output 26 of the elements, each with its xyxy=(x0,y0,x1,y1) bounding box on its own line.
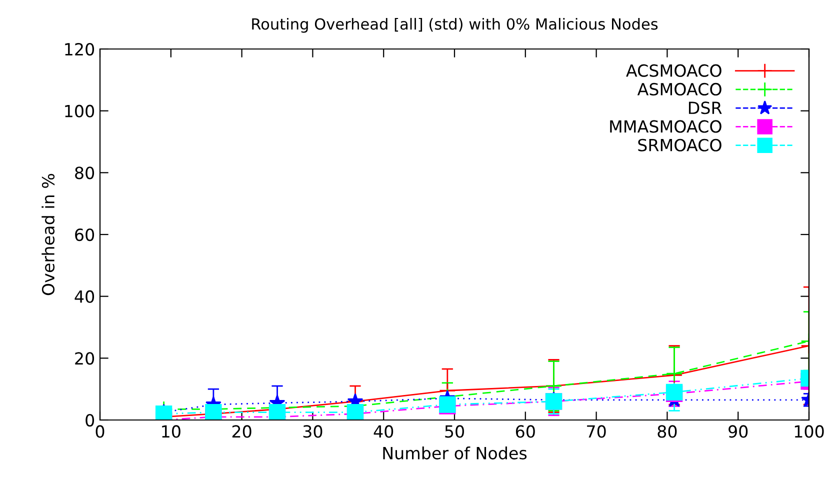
y-tick-label: 60 xyxy=(75,228,94,242)
x-tick-label: 70 xyxy=(587,425,606,438)
y-tick-label: 120 xyxy=(65,42,94,56)
x-tick-label: 40 xyxy=(374,425,394,438)
legend-label: ASMOACO xyxy=(637,82,722,96)
x-tick-label: 80 xyxy=(658,425,677,438)
x-tick-label: 60 xyxy=(516,425,535,438)
y-tick-label: 80 xyxy=(75,166,94,180)
y-tick-label: 20 xyxy=(75,352,94,365)
legend-label: ACSMOACO xyxy=(626,64,722,77)
y-tick-label: 0 xyxy=(86,414,94,427)
x-tick-label: 100 xyxy=(794,425,824,438)
y-tick-label: 100 xyxy=(65,104,94,118)
x-tick-label: 0 xyxy=(96,425,104,438)
chart-title: Routing Overhead [all] (std) with 0% Malicious Nodes xyxy=(252,18,658,33)
x-tick-label: 10 xyxy=(162,425,180,438)
legend-label: MMASMOACO xyxy=(610,120,722,133)
x-tick-label: 30 xyxy=(303,425,322,438)
legend-label: SRMOACO xyxy=(638,138,722,152)
legend-label: DSR xyxy=(688,102,722,114)
x-tick-label: 50 xyxy=(445,425,464,438)
x-axis-title: Number of Nodes xyxy=(383,446,527,460)
y-axis-title: Overhead in % xyxy=(42,174,55,296)
x-tick-label: 90 xyxy=(728,425,748,438)
y-tick-label: 40 xyxy=(74,290,94,303)
x-tick-label: 20 xyxy=(232,425,252,438)
